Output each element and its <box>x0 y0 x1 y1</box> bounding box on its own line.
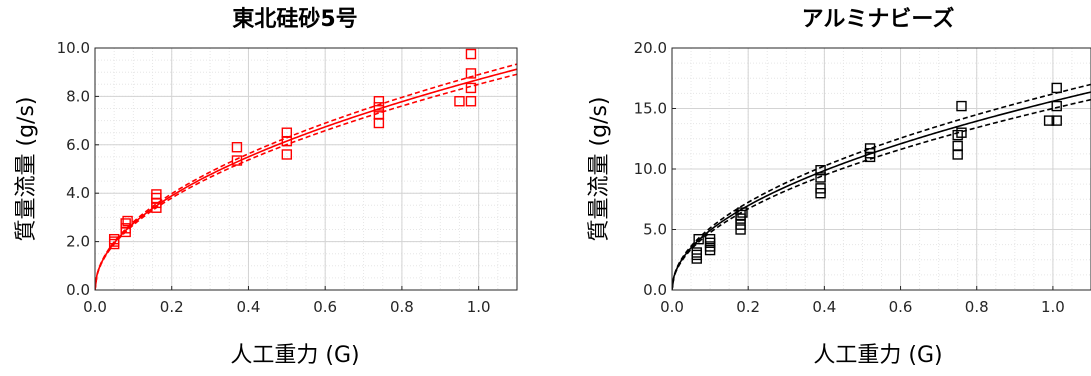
y-tick-label: 8.0 <box>66 87 90 105</box>
data-point <box>465 68 477 79</box>
data-point <box>815 165 826 176</box>
y-tick-label: 10.0 <box>57 39 90 57</box>
y-tick-label: 4.0 <box>66 184 90 202</box>
data-point <box>373 96 385 107</box>
x-tick-label: 0.8 <box>965 298 989 316</box>
data-point <box>1051 82 1062 94</box>
data-point <box>465 82 477 94</box>
y-axis-label: 質量流量 (g/s) <box>14 97 39 242</box>
data-point <box>373 102 385 113</box>
x-tick-label: 0.0 <box>83 298 107 316</box>
data-point <box>1051 115 1062 126</box>
chart-title: アルミナビーズ <box>802 6 955 32</box>
x-axis-label: 人工重力 (G) <box>813 343 942 368</box>
confidence-lower-line <box>672 98 1091 290</box>
data-point <box>691 247 702 258</box>
confidence-lower-line <box>95 73 517 290</box>
x-tick-label: 0.6 <box>313 298 337 316</box>
data-point <box>465 96 477 107</box>
data-point <box>952 140 963 152</box>
y-axis-label: 質量流量 (g/s) <box>587 97 612 242</box>
y-tick-label: 2.0 <box>66 233 90 251</box>
x-tick-label: 1.0 <box>467 298 491 316</box>
confidence-upper-line <box>672 83 1091 290</box>
x-tick-label: 0.2 <box>736 298 760 316</box>
data-point <box>815 172 826 183</box>
data-point <box>231 155 243 166</box>
data-point <box>465 48 477 60</box>
y-tick-label: 10.0 <box>634 160 667 178</box>
fit-line <box>672 91 1091 290</box>
x-tick-label: 1.0 <box>1041 298 1065 316</box>
data-point <box>1043 115 1055 126</box>
data-point <box>108 233 120 245</box>
fit-curves <box>672 83 1091 290</box>
x-tick-label: 0.6 <box>889 298 913 316</box>
data-point <box>693 233 704 245</box>
chart-1: 0.0 0.2 0.4 0.6 0.8 1.0 0.0 2.0 4.0 6.0 8.0 10.0 東北硅… <box>14 6 518 368</box>
fit-line <box>95 68 517 290</box>
x-tick-label: 0.0 <box>660 298 684 316</box>
data-point <box>737 207 748 218</box>
data-point <box>704 233 716 245</box>
y-tick-label: 0.0 <box>643 281 667 299</box>
data-point <box>231 142 243 153</box>
data-point <box>956 127 967 138</box>
data-point <box>281 149 293 160</box>
data-point <box>956 100 967 112</box>
x-tick-label: 0.2 <box>160 298 184 316</box>
axes-frame <box>94 47 518 291</box>
data-point <box>454 96 465 107</box>
data-point <box>281 127 293 138</box>
x-axis-label: 人工重力 (G) <box>230 343 359 368</box>
data-point <box>1051 100 1062 112</box>
data-point <box>122 215 133 227</box>
data-point <box>373 109 385 120</box>
x-tick-label: 0.4 <box>237 298 261 316</box>
confidence-upper-line <box>95 63 517 290</box>
data-point <box>735 209 746 221</box>
y-tick-label: 15.0 <box>634 100 667 118</box>
y-tick-label: 6.0 <box>66 136 90 154</box>
y-tick-label: 20.0 <box>634 39 667 57</box>
y-tick-label: 0.0 <box>66 281 90 299</box>
chart-2: 0.0 0.2 0.4 0.6 0.8 1.0 0.0 5.0 10.0 15.0 20.0 アルミナ… <box>587 6 1091 368</box>
data-point <box>151 189 162 200</box>
data-point <box>864 143 876 154</box>
x-tick-label: 0.4 <box>812 298 836 316</box>
chart-title: 東北硅砂5号 <box>232 6 357 32</box>
data-point <box>120 218 131 229</box>
x-tick-label: 0.8 <box>390 298 414 316</box>
data-point <box>815 183 826 194</box>
y-tick-label: 5.0 <box>643 221 667 239</box>
fit-curves <box>95 63 517 290</box>
